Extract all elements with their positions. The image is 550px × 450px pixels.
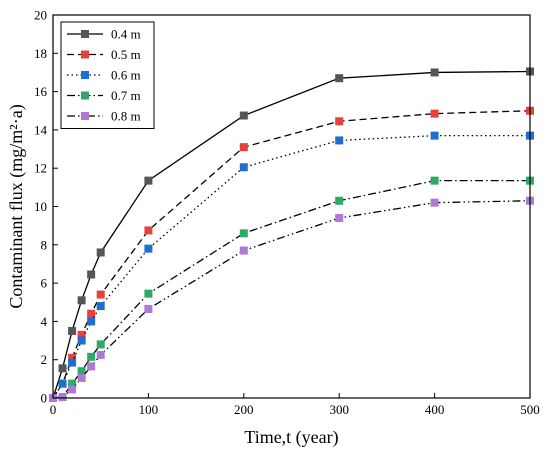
y-tick-label: 6: [41, 276, 48, 291]
series-line: [52, 200, 531, 399]
y-tick-label: 16: [34, 84, 48, 99]
data-point: [96, 290, 105, 299]
series-0_7-m: [49, 176, 534, 402]
legend-marker: [81, 91, 89, 100]
data-point: [144, 226, 153, 235]
data-point: [68, 379, 77, 388]
y-tick-label: 2: [41, 352, 48, 367]
data-point: [96, 340, 105, 349]
series-0_5-m: [49, 106, 534, 402]
series-line: [52, 134, 530, 399]
data-point: [144, 244, 153, 253]
y-tick-label: 4: [41, 314, 48, 329]
data-point: [335, 213, 344, 222]
legend-item: 0.5 m: [67, 47, 141, 62]
data-point: [77, 330, 86, 339]
legend-label: 0.5 m: [111, 47, 141, 62]
x-tick-label: 0: [50, 402, 57, 417]
series-0_8-m: [49, 196, 534, 402]
data-point: [335, 196, 344, 205]
legend-label: 0.8 m: [111, 109, 141, 124]
legend-label: 0.4 m: [111, 27, 141, 42]
data-point: [335, 74, 344, 83]
data-point: [239, 111, 248, 120]
data-point: [144, 176, 153, 185]
x-axis-ticks: 0 100 200 300 400 500: [50, 393, 540, 417]
data-point: [87, 309, 96, 318]
data-point: [96, 248, 105, 257]
data-point: [58, 379, 67, 388]
data-point: [239, 163, 248, 172]
legend-marker: [81, 71, 89, 79]
data-point: [144, 289, 153, 298]
y-tick-label: 12: [34, 161, 47, 176]
x-tick-label: 500: [520, 402, 540, 417]
data-point: [335, 117, 344, 126]
series-line: [52, 110, 531, 399]
data-point: [239, 143, 248, 152]
legend-label: 0.7 m: [111, 88, 141, 103]
data-point: [77, 296, 86, 305]
data-point: [96, 302, 105, 311]
data-point: [239, 246, 248, 255]
y-axis-ticks: 0 2 4 6 8 10 12 14 16 18 20: [34, 8, 58, 406]
data-point: [87, 270, 96, 279]
legend-item: 0.4 m: [67, 27, 141, 42]
y-tick-label: 0: [41, 391, 48, 406]
legend-item: 0.8 m: [67, 109, 141, 124]
data-point: [239, 229, 248, 238]
legend-label: 0.6 m: [111, 68, 141, 83]
data-point: [144, 304, 153, 313]
legend-item: 0.7 m: [67, 88, 141, 103]
y-tick-label: 18: [34, 46, 47, 61]
legend-marker: [81, 112, 89, 120]
data-point: [77, 336, 86, 345]
data-point: [87, 317, 96, 326]
data-point: [68, 326, 77, 335]
data-point: [77, 367, 86, 376]
data-point: [68, 358, 77, 367]
x-tick-label: 200: [234, 402, 254, 417]
x-tick-label: 400: [425, 402, 445, 417]
legend-marker: [81, 30, 89, 38]
x-tick-label: 300: [329, 402, 349, 417]
series-line: [52, 179, 530, 399]
data-point: [335, 136, 344, 145]
data-point: [430, 68, 439, 77]
legend: 0.4 m 0.5 m 0.6 m 0.7 m 0.8 m: [60, 21, 155, 129]
data-point: [430, 109, 439, 118]
data-point: [87, 352, 96, 361]
legend-marker: [81, 50, 89, 59]
data-point: [68, 353, 77, 362]
y-tick-label: 8: [41, 237, 48, 252]
x-axis-title: Time,t (year): [244, 427, 338, 448]
y-tick-label: 14: [34, 122, 48, 137]
legend-item: 0.6 m: [67, 68, 141, 83]
data-point: [58, 364, 67, 373]
data-point: [430, 131, 439, 140]
data-point: [87, 362, 96, 371]
data-point: [68, 385, 77, 394]
data-point: [430, 176, 439, 185]
data-point: [430, 198, 439, 207]
data-point: [77, 373, 86, 382]
data-point: [58, 393, 67, 402]
y-tick-label: 10: [34, 199, 47, 214]
x-tick-label: 100: [139, 402, 159, 417]
y-tick-label: 20: [34, 8, 47, 23]
data-point: [96, 350, 105, 359]
y-axis-title: Contaminant flux (mg/m²·a): [6, 104, 27, 308]
